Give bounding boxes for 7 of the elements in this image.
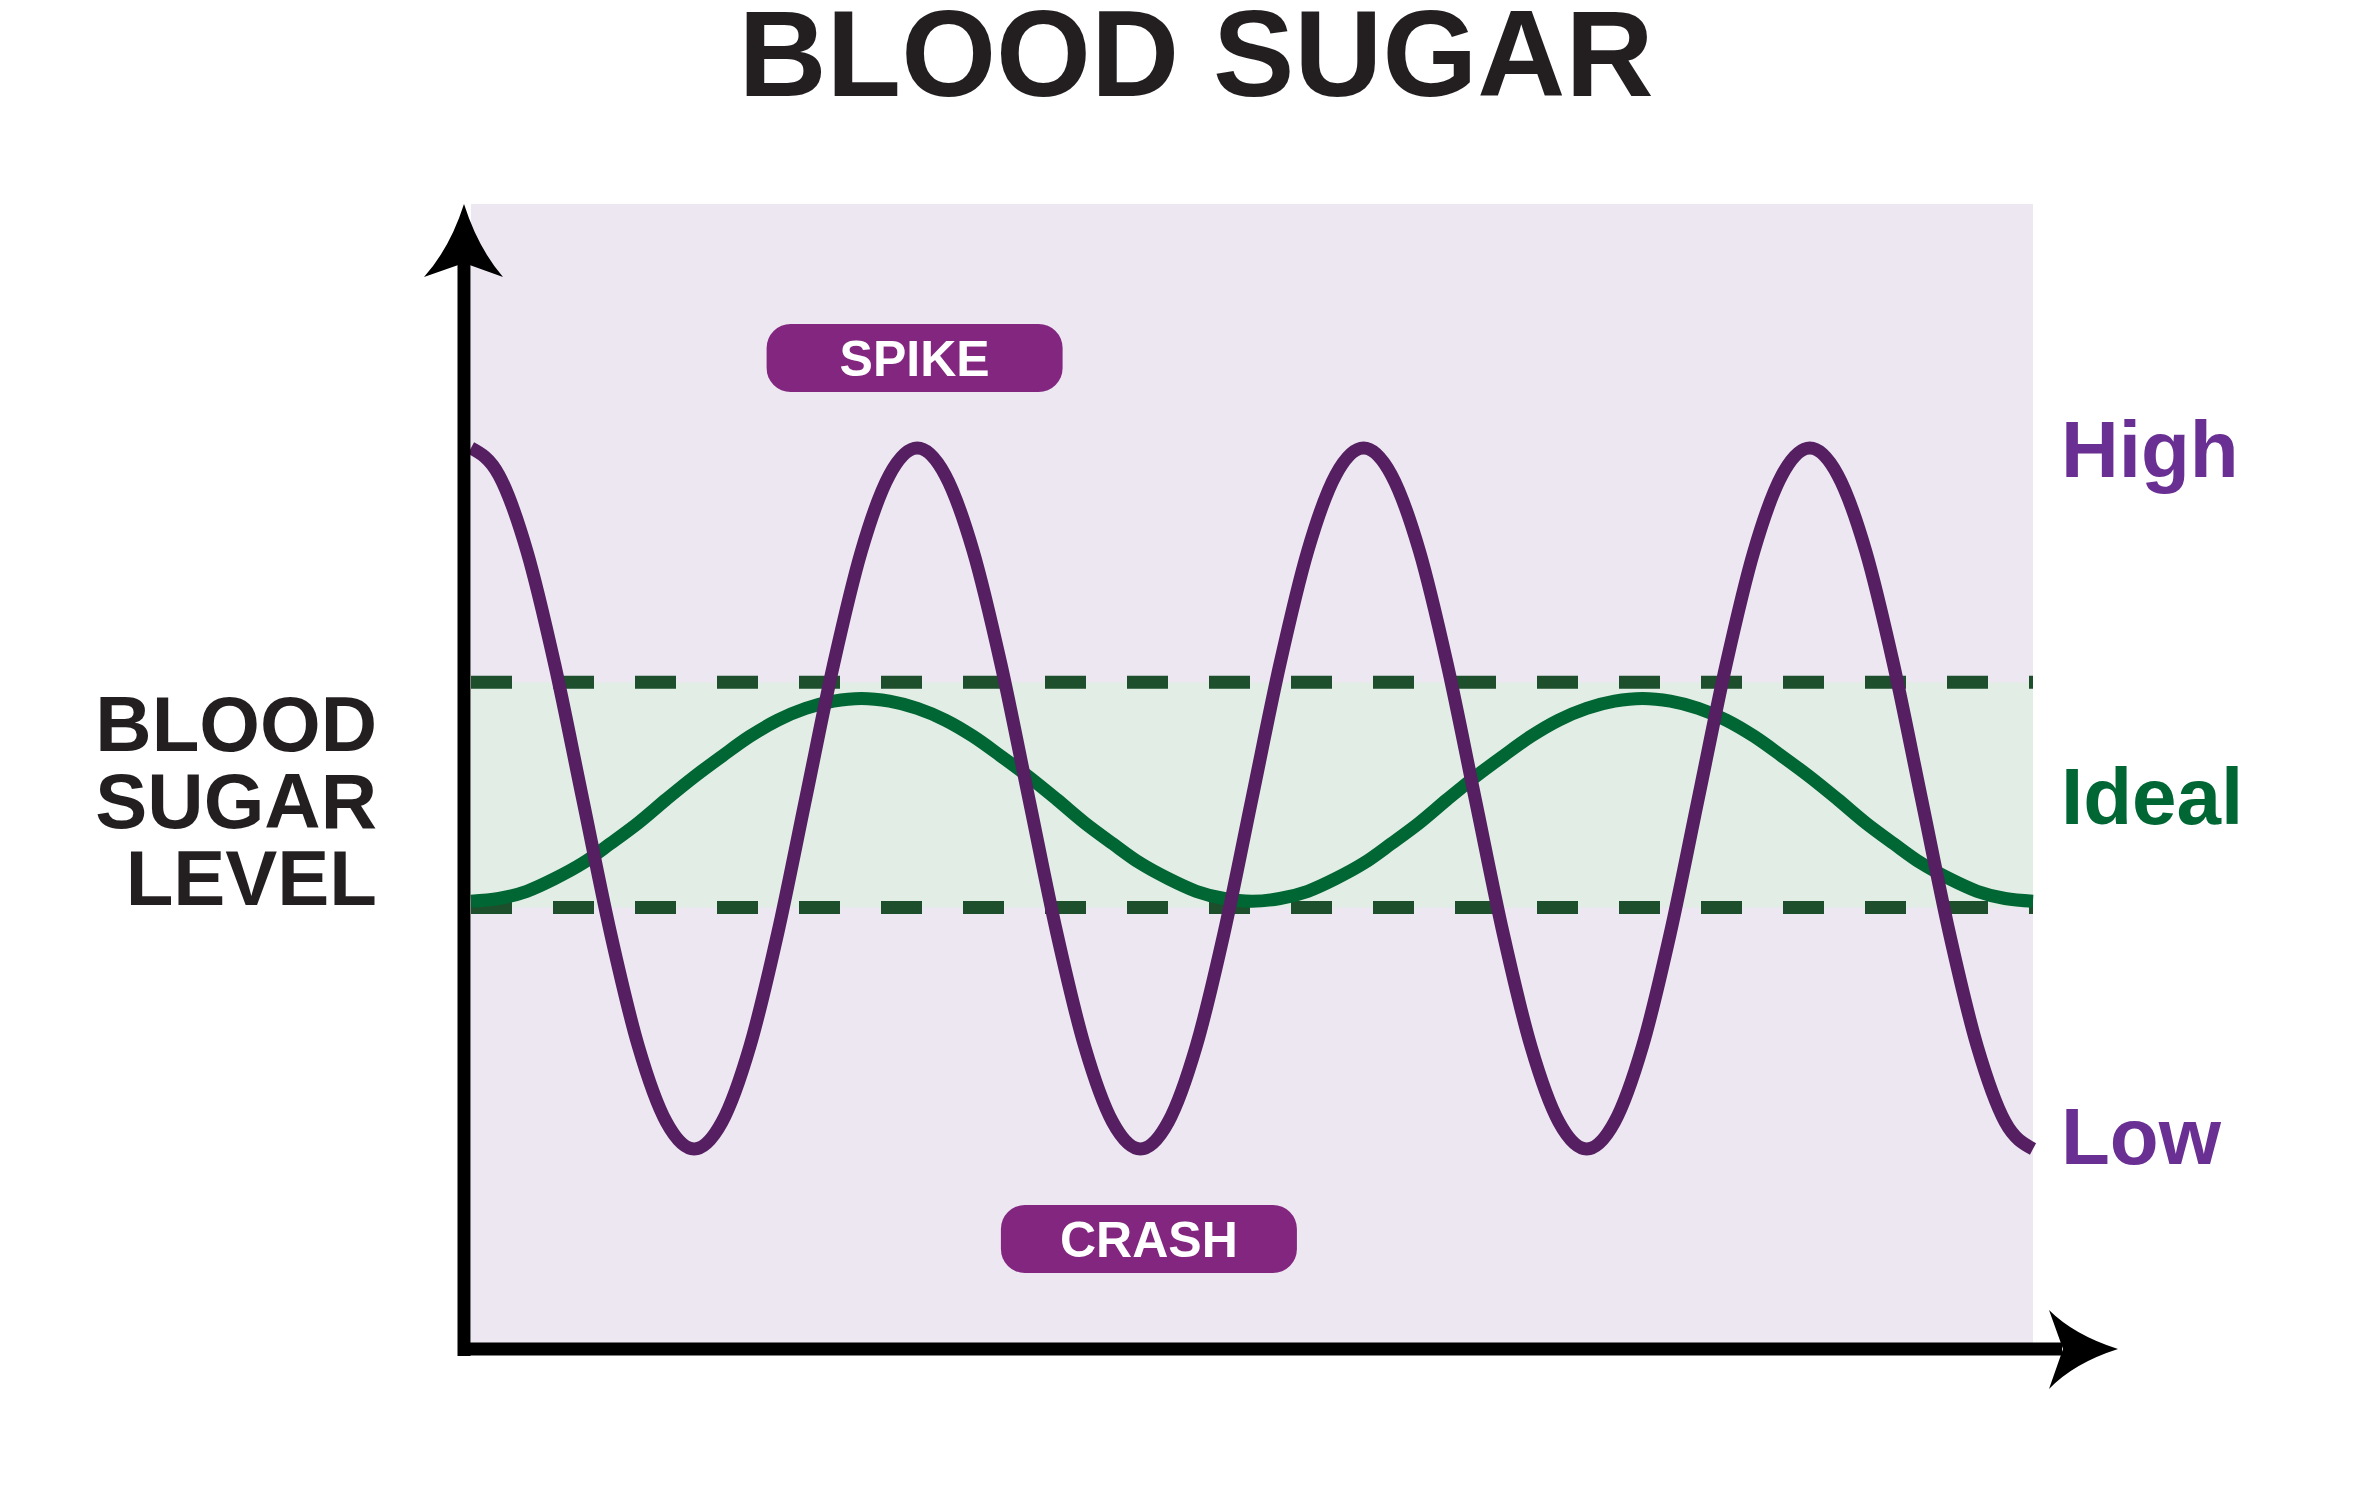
chart-title: BLOOD SUGAR <box>738 0 1654 122</box>
band-label: Ideal <box>2061 751 2244 841</box>
text: SPIKE <box>839 331 990 387</box>
text: High <box>2061 404 2239 494</box>
annotation: CRASH <box>1060 1212 1238 1268</box>
y-axis-title: BLOOD SUGAR LEVEL <box>95 680 377 923</box>
text: Low <box>2061 1091 2222 1181</box>
